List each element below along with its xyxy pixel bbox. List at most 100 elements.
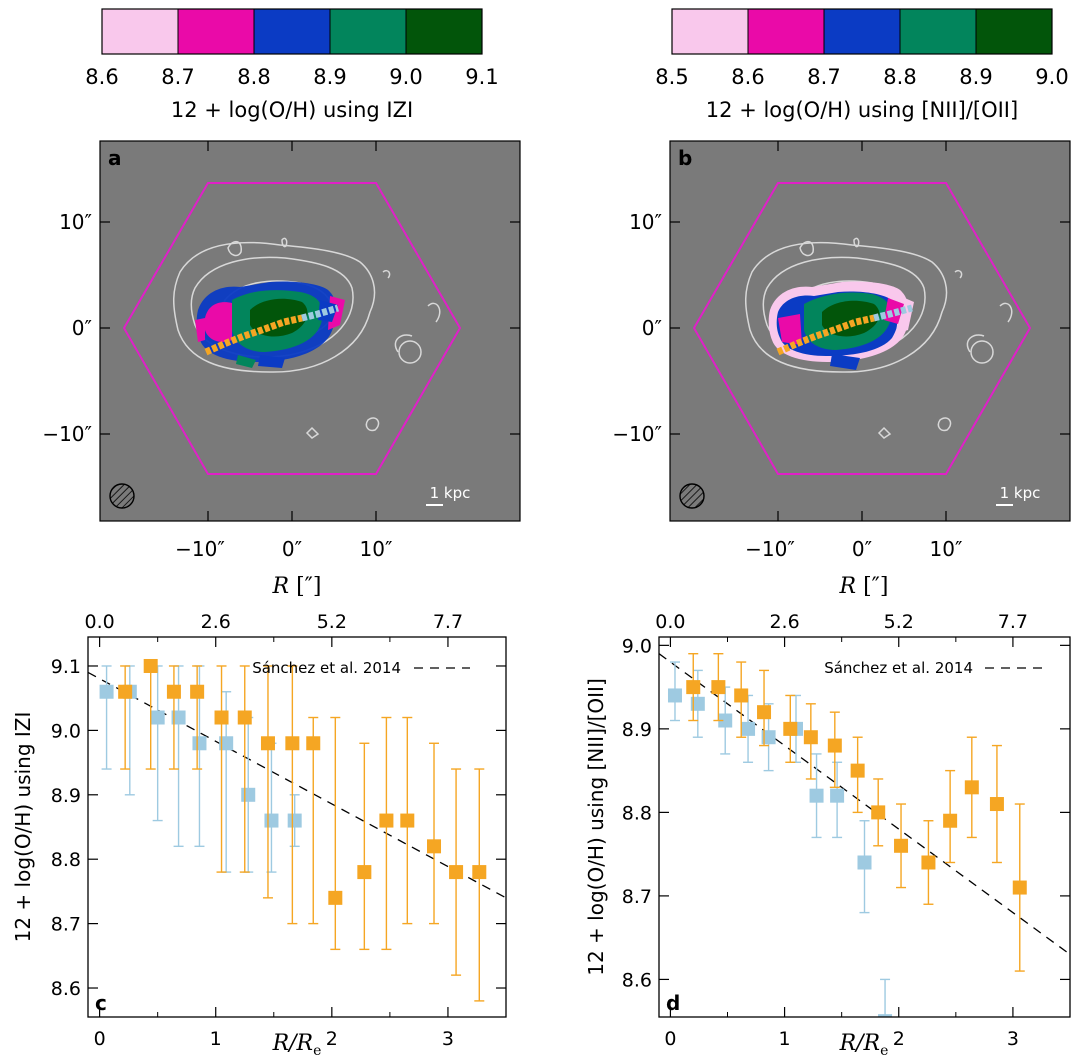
y-axis-title: 12 + log(O/H) using IZI — [11, 712, 35, 943]
x-tick-label: 0″ — [282, 537, 302, 561]
data-point — [809, 788, 824, 803]
plot-contents — [659, 653, 1070, 1017]
data-point — [192, 736, 207, 751]
data-point — [264, 813, 279, 828]
y-tick-label: 8.6 — [51, 978, 81, 1000]
colorbar-segments — [671, 8, 1053, 55]
data-point — [379, 813, 394, 828]
y-tick-label: 8.6 — [622, 969, 652, 991]
chart-panel-c: R [″] 0 1 2 3 8.6 8.7 8.8 8.9 9.0 9.1 0.0 2.6 5.2 7.7… — [11, 574, 507, 1057]
y-tick-label: 10″ — [629, 210, 662, 234]
data-point — [757, 705, 772, 720]
panel-letter: a — [108, 146, 122, 170]
x-tick-label: 0 — [664, 1028, 676, 1050]
ifu-hexagon — [122, 182, 462, 475]
x-tick-label: −10″ — [175, 537, 225, 561]
colorbar-segments — [101, 8, 483, 55]
legend-label: Sánchez et al. 2014 — [824, 659, 973, 677]
colorbar-tick: 8.6 — [731, 65, 764, 89]
map-ticks — [100, 141, 520, 521]
y-tick-label: 9.1 — [51, 656, 81, 678]
slit-pixels — [204, 304, 340, 356]
data-point — [1012, 880, 1027, 895]
colorbar-segment — [823, 8, 901, 55]
colorbar-segment — [899, 8, 977, 55]
y-tick-label: 8.9 — [622, 719, 652, 741]
top-x-tick-label: 5.2 — [884, 611, 914, 633]
data-point — [690, 696, 705, 711]
chart-area: 0 1 2 3 8.6 8.7 8.8 8.9 9.0 9.1 0.0 2.6 5.2 7.7 — [51, 611, 507, 1050]
plot-frame — [658, 636, 1071, 1018]
plot-contents — [88, 658, 506, 1002]
y-tick-label: 10″ — [59, 210, 92, 234]
colorbar-segment — [253, 8, 331, 55]
map-ticks — [670, 141, 1070, 521]
colorbar-label: 12 + log(O/H) using [NII]/[OII] — [706, 98, 1018, 122]
colorbar-tick: 8.7 — [161, 65, 194, 89]
panel-letter: d — [666, 991, 680, 1015]
colorbar-tick: 9.0 — [389, 65, 422, 89]
data-point — [894, 838, 909, 853]
psf-beam — [109, 483, 135, 509]
legend-label: Sánchez et al. 2014 — [252, 659, 401, 677]
psf-beam — [679, 483, 705, 509]
x-tick-label: 10″ — [360, 537, 393, 561]
top-x-tick-label: 0.0 — [655, 611, 685, 633]
colorbar-segment — [405, 8, 483, 55]
colorbar-tick: 9.1 — [465, 65, 498, 89]
data-point — [921, 855, 936, 870]
colorbar-segment — [177, 8, 255, 55]
chart-panel-d: R [″] 0 1 2 38.68.78.88.99.00.0 2.6 5.2 7.7 d … — [584, 574, 1071, 1057]
data-point — [99, 684, 114, 699]
colorbar-segment — [975, 8, 1053, 55]
colorbar-segment — [671, 8, 749, 55]
colorbar-tick: 8.6 — [85, 65, 118, 89]
panel-letter: b — [678, 146, 692, 170]
top-x-tick-label: 7.7 — [433, 611, 463, 633]
data-point — [166, 684, 181, 699]
data-point — [827, 738, 842, 753]
colorbar-nii-oii: 8.5 8.6 8.7 8.8 8.9 9.0 12 + log(O/H) us… — [655, 8, 1069, 122]
colorbar-tick: 8.9 — [313, 65, 346, 89]
data-point — [871, 805, 886, 820]
panel-letter: c — [95, 991, 107, 1015]
data-point — [150, 710, 165, 725]
ifu-hexagon — [692, 182, 1032, 475]
data-point — [219, 736, 234, 751]
data-point — [964, 780, 979, 795]
axes: 0 1 2 3 8.6 8.7 8.8 8.9 9.00.0 2.6 5.2 7.7 — [622, 611, 1071, 1050]
data-point — [943, 813, 958, 828]
x-tick-label: 1 — [210, 1028, 222, 1050]
x-tick-label: 2 — [893, 1028, 905, 1050]
axes: 0 1 2 3 8.6 8.7 8.8 8.9 9.0 9.1 0.0 2.6 5.2 7.7 — [51, 611, 507, 1050]
blue-series — [667, 661, 893, 1017]
colorbar-tick: 8.5 — [655, 65, 688, 89]
scalebar-label: 1 kpc — [1000, 484, 1041, 502]
data-point — [850, 763, 865, 778]
data-point — [400, 813, 415, 828]
chart-area: 0 1 2 3 8.6 8.7 8.8 8.9 9.00.0 2.6 5.2 7.7 — [622, 611, 1071, 1050]
data-point — [190, 684, 205, 699]
map-panel-a: 1 kpc a −10″ 0″ 10″ 10″ 0″ −10″ — [42, 140, 521, 561]
x-tick-label: 2 — [326, 1028, 338, 1050]
orange-series — [118, 658, 487, 1002]
colorbar-tick: 8.7 — [807, 65, 840, 89]
y-tick-label: 8.9 — [51, 785, 81, 807]
x-tick-label: 0 — [94, 1028, 106, 1050]
top-x-tick-label: 7.7 — [998, 611, 1028, 633]
data-point — [357, 865, 372, 880]
plot-frame — [87, 636, 507, 1018]
data-point — [741, 721, 756, 736]
colorbar-segment — [101, 8, 179, 55]
colorbar-tick: 9.0 — [1035, 65, 1068, 89]
data-point — [237, 710, 252, 725]
y-tick-label: 9.0 — [622, 635, 652, 657]
data-point — [803, 730, 818, 745]
data-point — [171, 710, 186, 725]
data-point — [287, 813, 302, 828]
colorbar-tick: 8.8 — [237, 65, 270, 89]
data-point — [285, 736, 300, 751]
reference-line — [659, 653, 1070, 955]
x-axis-title: R/Re — [839, 1031, 889, 1057]
